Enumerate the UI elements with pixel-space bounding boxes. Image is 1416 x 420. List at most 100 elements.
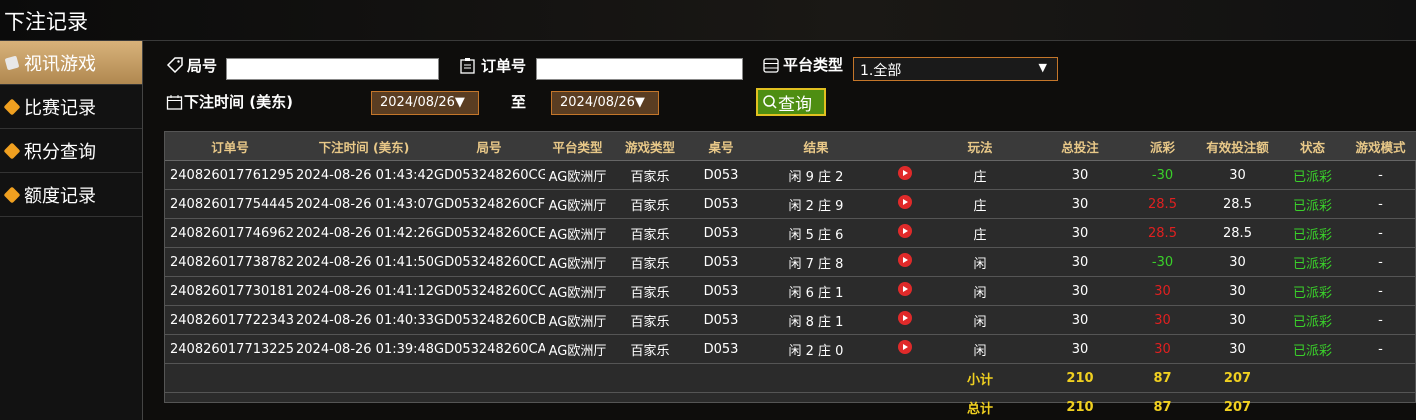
- video-cell: [880, 218, 930, 248]
- cell: 已派彩: [1280, 247, 1345, 277]
- cell: 30: [1030, 247, 1130, 277]
- cell: -: [1345, 189, 1416, 219]
- sidebar-item[interactable]: 额度记录: [0, 173, 142, 217]
- dropdown-arrow: ▼: [1038, 61, 1047, 74]
- cell: GD053248260CG: [433, 160, 545, 190]
- column-header: 结果: [752, 132, 880, 161]
- cell: AG欧洲厅: [545, 160, 610, 190]
- cell: 30: [1130, 334, 1195, 364]
- table-body: 240826017761295 2024-08-26 01:43:42 GD0532…: [165, 160, 1416, 420]
- cell: 2024-08-26 01:43:07: [295, 189, 433, 219]
- cell: 240826017713225: [165, 334, 295, 364]
- play-video-icon[interactable]: [898, 282, 912, 296]
- cell: 闲 2 庄 9: [752, 189, 880, 219]
- cell: 庄: [930, 189, 1030, 219]
- empty-cell: [752, 392, 880, 420]
- cell: 2024-08-26 01:43:42: [295, 160, 433, 190]
- cell: -: [1345, 305, 1416, 335]
- cell: AG欧洲厅: [545, 247, 610, 277]
- empty-cell: [545, 392, 610, 420]
- cell: 百家乐: [610, 218, 690, 248]
- play-video-icon[interactable]: [898, 311, 912, 325]
- header-row: 订单号 下注时间 (美东) 局号 平台类型 游戏类型 桌号 结果 玩法 总投注 派彩 有效投注额 状态…: [165, 132, 1416, 161]
- platform-select[interactable]: 1.全部 ▼: [853, 57, 1058, 81]
- empty-cell: [295, 363, 433, 393]
- cell: 闲: [930, 334, 1030, 364]
- cell: 30: [1030, 160, 1130, 190]
- sidebar-label: 比赛记录: [24, 97, 96, 119]
- cell: D053: [690, 305, 752, 335]
- empty-cell: [610, 392, 690, 420]
- cell: GD053248260CE: [433, 218, 545, 248]
- sidebar: 视讯游戏比赛记录积分查询额度记录: [0, 41, 143, 420]
- cell: 闲: [930, 247, 1030, 277]
- cell: 百家乐: [610, 334, 690, 364]
- column-header: 有效投注额: [1195, 132, 1280, 161]
- total-payout: 87: [1130, 392, 1195, 420]
- total-row: 总计 210 87 207: [165, 392, 1416, 420]
- cell: -: [1345, 218, 1416, 248]
- cell: 闲 7 庄 8: [752, 247, 880, 277]
- subtotal-bet: 210: [1030, 363, 1130, 393]
- cell: -30: [1130, 247, 1195, 277]
- empty-cell: [1345, 363, 1416, 393]
- play-video-icon[interactable]: [898, 253, 912, 267]
- date-to[interactable]: 2024/08/26▼: [551, 91, 659, 115]
- cell: GD053248260CA: [433, 334, 545, 364]
- cell: 30: [1195, 247, 1280, 277]
- sidebar-icon: [4, 98, 20, 115]
- platform-value: 1.全部: [860, 63, 902, 79]
- empty-cell: [1280, 363, 1345, 393]
- cell: 已派彩: [1280, 218, 1345, 248]
- cell: -: [1345, 276, 1416, 306]
- cell: 2024-08-26 01:42:26: [295, 218, 433, 248]
- sidebar-item[interactable]: 视讯游戏: [0, 41, 142, 85]
- cell: 28.5: [1195, 189, 1280, 219]
- table-head: 订单号 下注时间 (美东) 局号 平台类型 游戏类型 桌号 结果 玩法 总投注 派彩 有效投注额 状态…: [165, 132, 1416, 161]
- empty-cell: [690, 363, 752, 393]
- page-title: 下注记录: [4, 10, 88, 34]
- cell: D053: [690, 276, 752, 306]
- cell: 30: [1195, 276, 1280, 306]
- cell: AG欧洲厅: [545, 189, 610, 219]
- cell: 闲 2 庄 0: [752, 334, 880, 364]
- empty-cell: [433, 363, 545, 393]
- play-video-icon[interactable]: [898, 195, 912, 209]
- cell: 30: [1195, 305, 1280, 335]
- empty-cell: [610, 363, 690, 393]
- cell: 240826017730181: [165, 276, 295, 306]
- date-from[interactable]: 2024/08/26▼: [371, 91, 479, 115]
- column-header: 玩法: [930, 132, 1030, 161]
- empty-cell: [433, 392, 545, 420]
- sidebar-item[interactable]: 积分查询: [0, 129, 142, 173]
- play-video-icon[interactable]: [898, 340, 912, 354]
- sidebar-item[interactable]: 比赛记录: [0, 85, 142, 129]
- search-icon: [763, 95, 777, 109]
- order-input[interactable]: [536, 58, 743, 80]
- cell: 闲 6 庄 1: [752, 276, 880, 306]
- cell: -30: [1130, 160, 1195, 190]
- table-area: 订单号 下注时间 (美东) 局号 平台类型 游戏类型 桌号 结果 玩法 总投注 派彩 有效投注额 状态…: [164, 131, 1416, 420]
- cell: 30: [1130, 276, 1195, 306]
- play-video-icon[interactable]: [898, 166, 912, 180]
- cell: 已派彩: [1280, 334, 1345, 364]
- cell: D053: [690, 334, 752, 364]
- play-video-icon[interactable]: [898, 224, 912, 238]
- cell: -: [1345, 160, 1416, 190]
- bet-row: 240826017761295 2024-08-26 01:43:42 GD0532…: [165, 160, 1416, 190]
- to-label: 至: [511, 93, 527, 111]
- empty-cell: [165, 392, 295, 420]
- video-cell: [880, 247, 930, 277]
- subtotal-row: 小计 210 87 207: [165, 363, 1416, 393]
- subtotal-payout: 87: [1130, 363, 1195, 393]
- empty-cell: [545, 363, 610, 393]
- empty-cell: [880, 392, 930, 420]
- round-input[interactable]: [226, 58, 439, 80]
- cell: 庄: [930, 160, 1030, 190]
- cell: -: [1345, 334, 1416, 364]
- cell: 百家乐: [610, 160, 690, 190]
- query-button[interactable]: 查询: [756, 88, 826, 116]
- cell: 30: [1195, 334, 1280, 364]
- video-cell: [880, 276, 930, 306]
- sidebar-label: 额度记录: [24, 185, 96, 207]
